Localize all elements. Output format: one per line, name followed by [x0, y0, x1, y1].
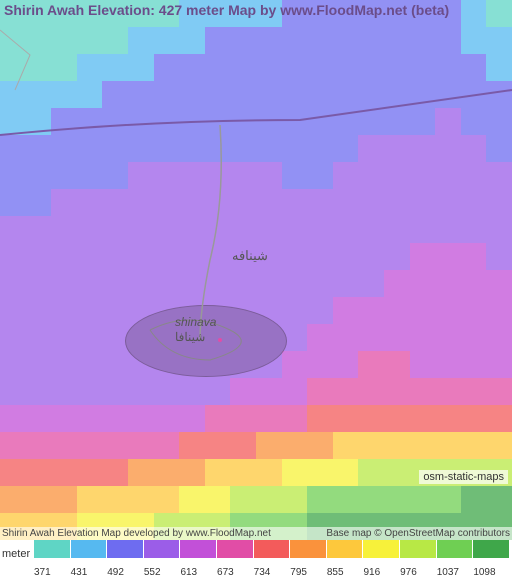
osm-attribution: osm-static-maps [419, 470, 508, 484]
legend-value: 1037 [437, 567, 474, 578]
legend-swatch [217, 540, 254, 558]
elevation-legend: meter 3714314925526136737347958559169761… [0, 540, 512, 582]
legend-swatch [327, 540, 364, 558]
legend-swatch [290, 540, 327, 558]
legend-unit: meter [2, 548, 30, 560]
legend-swatch [363, 540, 400, 558]
legend-value: 795 [290, 567, 327, 578]
elevation-heatmap [0, 0, 512, 540]
legend-value: 431 [71, 567, 108, 578]
legend-swatch [34, 540, 71, 558]
legend-swatch [144, 540, 181, 558]
legend-swatch [473, 540, 510, 558]
legend-swatch [71, 540, 108, 558]
map-area[interactable]: شينافه shinava شينافا osm-static-maps [0, 0, 512, 540]
legend-swatch [400, 540, 437, 558]
map-title: Shirin Awah Elevation: 427 meter Map by … [4, 2, 449, 18]
legend-value: 371 [34, 567, 71, 578]
legend-values: 3714314925526136737347958559169761037109… [34, 567, 510, 578]
legend-value: 855 [327, 567, 364, 578]
credit-right: Base map © OpenStreetMap contributors [326, 528, 510, 539]
legend-swatch [254, 540, 291, 558]
legend-swatch [437, 540, 474, 558]
credit-left: Shirin Awah Elevation Map developed by w… [2, 528, 271, 539]
legend-swatch [107, 540, 144, 558]
legend-value: 552 [144, 567, 181, 578]
legend-value: 673 [217, 567, 254, 578]
credits-bar: Shirin Awah Elevation Map developed by w… [0, 527, 512, 540]
legend-swatch [180, 540, 217, 558]
legend-value: 492 [107, 567, 144, 578]
legend-value: 734 [254, 567, 291, 578]
legend-value: 1098 [473, 567, 510, 578]
settlement-area [125, 305, 287, 377]
map-container: Shirin Awah Elevation: 427 meter Map by … [0, 0, 512, 582]
legend-swatches [34, 540, 510, 558]
legend-value: 916 [363, 567, 400, 578]
legend-value: 613 [180, 567, 217, 578]
legend-value: 976 [400, 567, 437, 578]
